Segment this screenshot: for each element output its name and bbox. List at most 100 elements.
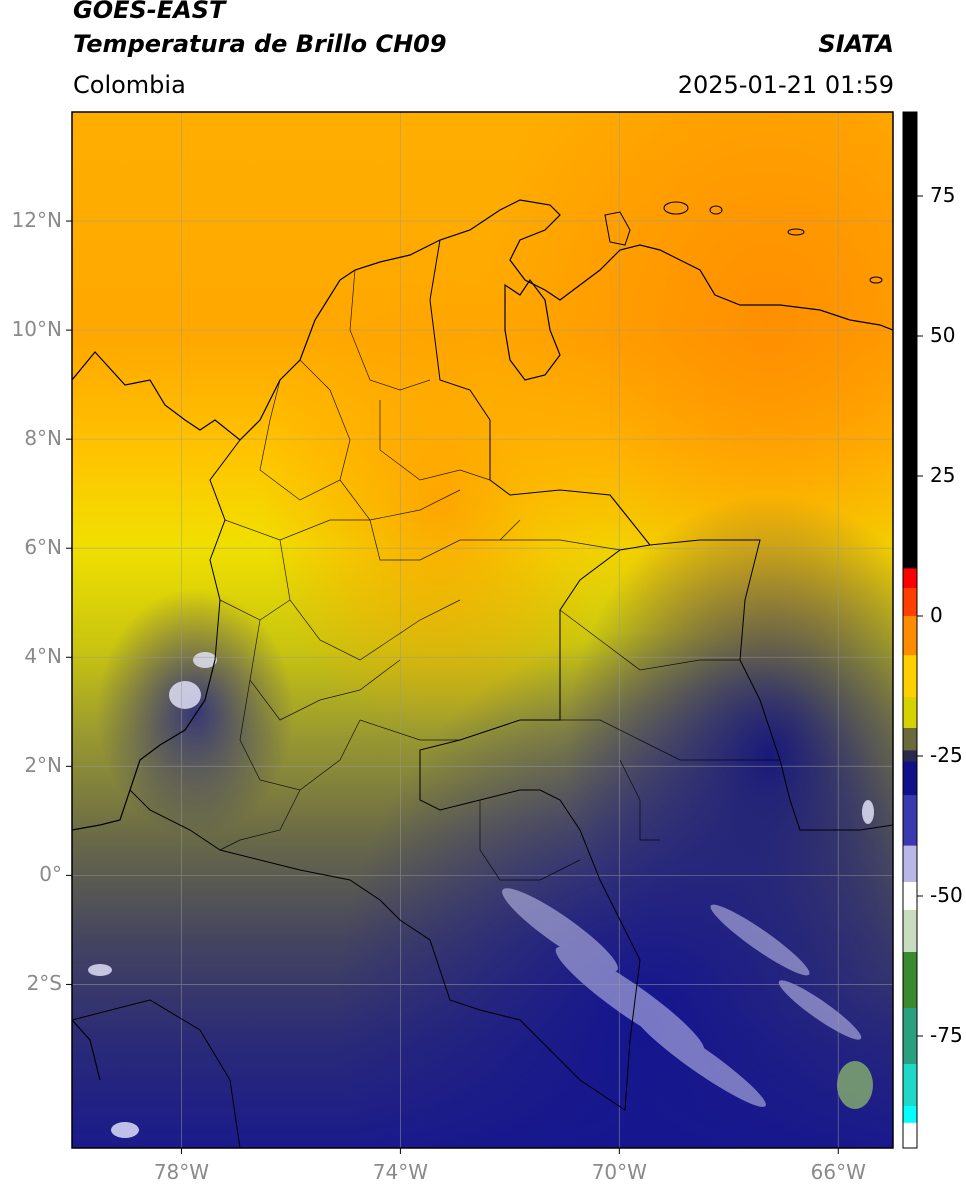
- colorbar-band: [903, 1106, 917, 1112]
- datetime-label: 2025-01-21 01:59: [677, 71, 894, 99]
- lat-label: 2°S: [26, 971, 62, 996]
- colorbar-band: [903, 914, 917, 920]
- colorbar-band: [903, 1054, 917, 1065]
- colorbar-band: [903, 882, 917, 888]
- colorbar-label: 25: [930, 463, 956, 487]
- colorbar-band: [903, 872, 917, 878]
- gridlines: [72, 112, 893, 1148]
- colorbar-band: [903, 627, 917, 638]
- colorbar-band: [903, 813, 917, 824]
- lat-label: 12°N: [11, 208, 62, 233]
- colorbar-band: [903, 599, 917, 606]
- colorbar-band: [903, 673, 917, 684]
- colorbar-band: [903, 757, 917, 761]
- colorbar-band: [903, 701, 917, 708]
- colorbar-band: [903, 744, 917, 748]
- lon-label: 78°W: [153, 1160, 210, 1184]
- colorbar-band: [903, 1092, 917, 1098]
- colorbar-band: [903, 998, 917, 1009]
- colorbar-band: [903, 728, 917, 735]
- colorbar-ticks: [917, 195, 923, 1037]
- colorbar-band: [903, 569, 917, 571]
- lon-label: 66°W: [810, 1160, 866, 1184]
- colorbar-band: [903, 1017, 917, 1028]
- colorbar-band: [903, 612, 917, 617]
- colorbar: [902, 111, 923, 1149]
- colorbar-band: [903, 910, 917, 916]
- colorbar-band: [903, 490, 917, 567]
- colorbar-band: [903, 664, 917, 675]
- colorbar-band: [903, 1133, 917, 1138]
- colorbar-band: [903, 1101, 917, 1107]
- colorbar-band: [903, 571, 917, 578]
- colorbar-band: [903, 570, 917, 572]
- colorbar-band: [903, 1036, 917, 1046]
- colorbar-bands: [903, 112, 917, 1149]
- colorbar-band: [903, 1120, 917, 1122]
- colorbar-band: [903, 616, 917, 621]
- colorbar-band: [903, 776, 917, 787]
- colorbar-band: [903, 623, 917, 628]
- colorbar-band: [903, 877, 917, 883]
- colorbar-band: [903, 952, 917, 962]
- colorbar-band: [903, 1008, 917, 1018]
- colorbar-label: -75: [930, 1023, 963, 1047]
- colorbar-band: [903, 566, 917, 569]
- colorbar-band: [903, 1122, 917, 1125]
- colorbar-band: [903, 582, 917, 589]
- colorbar-band: [903, 989, 917, 1000]
- colorbar-band: [903, 683, 917, 689]
- temperature-field: [72, 112, 893, 1148]
- colorbar-band: [903, 830, 917, 839]
- colorbar-band: [903, 754, 917, 757]
- region-label: Colombia: [73, 71, 186, 99]
- source-label: SIATA: [818, 30, 894, 58]
- colorbar-band: [903, 1140, 917, 1145]
- colorbar-band: [903, 853, 917, 862]
- department-borders: [219, 269, 780, 881]
- colorbar-band: [903, 886, 917, 892]
- colorbar-band: [903, 896, 917, 902]
- colorbar-band: [903, 765, 917, 768]
- lon-label: 74°W: [372, 1160, 428, 1184]
- colorbar-label: 75: [930, 183, 956, 207]
- map-frame: [71, 111, 894, 1149]
- colorbar-label: -50: [930, 883, 963, 907]
- colorbar-band: [903, 1121, 917, 1124]
- colorbar-band: [903, 1110, 917, 1116]
- cold-cloud-cells: [88, 652, 874, 1138]
- lat-ticks: [66, 220, 72, 985]
- colorbar-band: [903, 970, 917, 981]
- colorbar-band: [903, 576, 917, 583]
- colorbar-band: [903, 933, 917, 944]
- colorbar-band: [903, 746, 917, 750]
- colorbar-band: [903, 716, 917, 723]
- colorbar-band: [903, 838, 917, 847]
- colorbar-band: [903, 697, 917, 703]
- colorbar-band: [903, 1125, 917, 1130]
- colorbar-band: [903, 739, 917, 746]
- colorbar-band: [903, 1064, 917, 1074]
- colorbar-band: [903, 722, 917, 729]
- colorbar-band: [903, 823, 917, 832]
- colorbar-band: [903, 593, 917, 600]
- cold-cloud-streaks: [502, 888, 862, 1107]
- colorbar-band: [903, 845, 917, 854]
- colorbar-band: [903, 692, 917, 698]
- country-borders: [72, 239, 893, 1148]
- colorbar-band: [903, 1045, 917, 1056]
- colorbar-band: [903, 1073, 917, 1084]
- colorbar-band: [903, 942, 917, 953]
- colorbar-band: [903, 1123, 917, 1126]
- colorbar-band: [903, 1026, 917, 1037]
- product-title: Temperatura de Brillo CH09: [73, 30, 447, 58]
- colorbar-band: [903, 1120, 917, 1123]
- colorbar-band: [903, 1096, 917, 1102]
- colorbar-label: -25: [930, 743, 963, 767]
- colorbar-band: [903, 785, 917, 796]
- colorbar-band: [903, 414, 917, 491]
- colorbar-band: [903, 565, 917, 568]
- colorbar-band: [903, 706, 917, 712]
- colorbar-band: [903, 748, 917, 751]
